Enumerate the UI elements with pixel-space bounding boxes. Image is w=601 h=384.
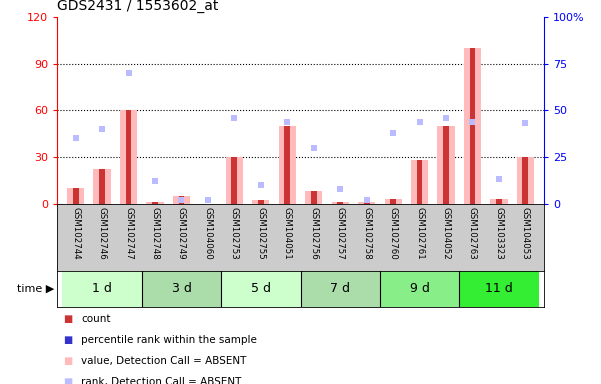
Bar xyxy=(416,160,423,204)
Text: percentile rank within the sample: percentile rank within the sample xyxy=(81,335,257,345)
Text: GSM102747: GSM102747 xyxy=(124,207,133,260)
Bar xyxy=(443,126,449,204)
Text: GSM102761: GSM102761 xyxy=(415,207,424,260)
Bar xyxy=(126,111,132,204)
Text: rank, Detection Call = ABSENT: rank, Detection Call = ABSENT xyxy=(81,377,242,384)
Text: 7 d: 7 d xyxy=(330,283,350,295)
Text: GSM102753: GSM102753 xyxy=(230,207,239,260)
Bar xyxy=(490,199,507,204)
Bar xyxy=(67,188,84,204)
Bar xyxy=(231,157,237,204)
Text: GSM103323: GSM103323 xyxy=(495,207,504,260)
Text: ■: ■ xyxy=(63,377,72,384)
Text: GSM102746: GSM102746 xyxy=(97,207,106,260)
Bar xyxy=(411,160,428,204)
Bar xyxy=(142,271,221,307)
Text: GDS2431 / 1553602_at: GDS2431 / 1553602_at xyxy=(57,0,219,13)
Bar xyxy=(459,271,538,307)
Text: GSM102748: GSM102748 xyxy=(150,207,159,260)
Text: GSM104053: GSM104053 xyxy=(521,207,530,260)
Text: GSM102757: GSM102757 xyxy=(336,207,345,260)
Text: GSM102763: GSM102763 xyxy=(468,207,477,260)
Text: 11 d: 11 d xyxy=(485,283,513,295)
Bar xyxy=(517,157,534,204)
Bar xyxy=(469,48,475,204)
Bar xyxy=(152,202,158,204)
Bar xyxy=(147,202,163,204)
Bar xyxy=(221,271,300,307)
Text: GSM102755: GSM102755 xyxy=(256,207,265,260)
Text: GSM104051: GSM104051 xyxy=(283,207,291,260)
Bar xyxy=(120,111,137,204)
Bar xyxy=(284,126,290,204)
Bar xyxy=(364,202,370,204)
Bar xyxy=(337,202,343,204)
Bar xyxy=(332,202,349,204)
Text: ■: ■ xyxy=(63,335,72,345)
Bar xyxy=(305,191,322,204)
Bar xyxy=(63,271,142,307)
Bar xyxy=(178,196,185,204)
Bar xyxy=(390,199,396,204)
Bar xyxy=(258,200,264,204)
Text: GSM102760: GSM102760 xyxy=(389,207,398,260)
Text: 9 d: 9 d xyxy=(410,283,430,295)
Bar xyxy=(94,169,111,204)
Bar xyxy=(385,199,401,204)
Text: GSM102749: GSM102749 xyxy=(177,207,186,260)
Bar xyxy=(311,191,317,204)
Text: ■: ■ xyxy=(63,314,72,324)
Text: GSM102744: GSM102744 xyxy=(71,207,80,260)
Text: GSM104060: GSM104060 xyxy=(203,207,212,260)
Bar xyxy=(226,157,243,204)
Bar xyxy=(252,200,269,204)
Text: 5 d: 5 d xyxy=(251,283,271,295)
Bar xyxy=(522,157,528,204)
Text: GSM102758: GSM102758 xyxy=(362,207,371,260)
Bar xyxy=(358,202,375,204)
Bar xyxy=(73,188,79,204)
Bar xyxy=(99,169,105,204)
Bar xyxy=(173,196,190,204)
Text: 1 d: 1 d xyxy=(92,283,112,295)
Text: GSM104052: GSM104052 xyxy=(442,207,451,260)
Bar xyxy=(380,271,459,307)
Text: count: count xyxy=(81,314,111,324)
Bar xyxy=(300,271,380,307)
Bar xyxy=(279,126,296,204)
Text: value, Detection Call = ABSENT: value, Detection Call = ABSENT xyxy=(81,356,246,366)
Bar xyxy=(464,48,481,204)
Bar xyxy=(496,199,502,204)
Bar xyxy=(438,126,454,204)
Text: time ▶: time ▶ xyxy=(17,284,54,294)
Text: ■: ■ xyxy=(63,356,72,366)
Text: 3 d: 3 d xyxy=(171,283,191,295)
Text: GSM102756: GSM102756 xyxy=(310,207,318,260)
